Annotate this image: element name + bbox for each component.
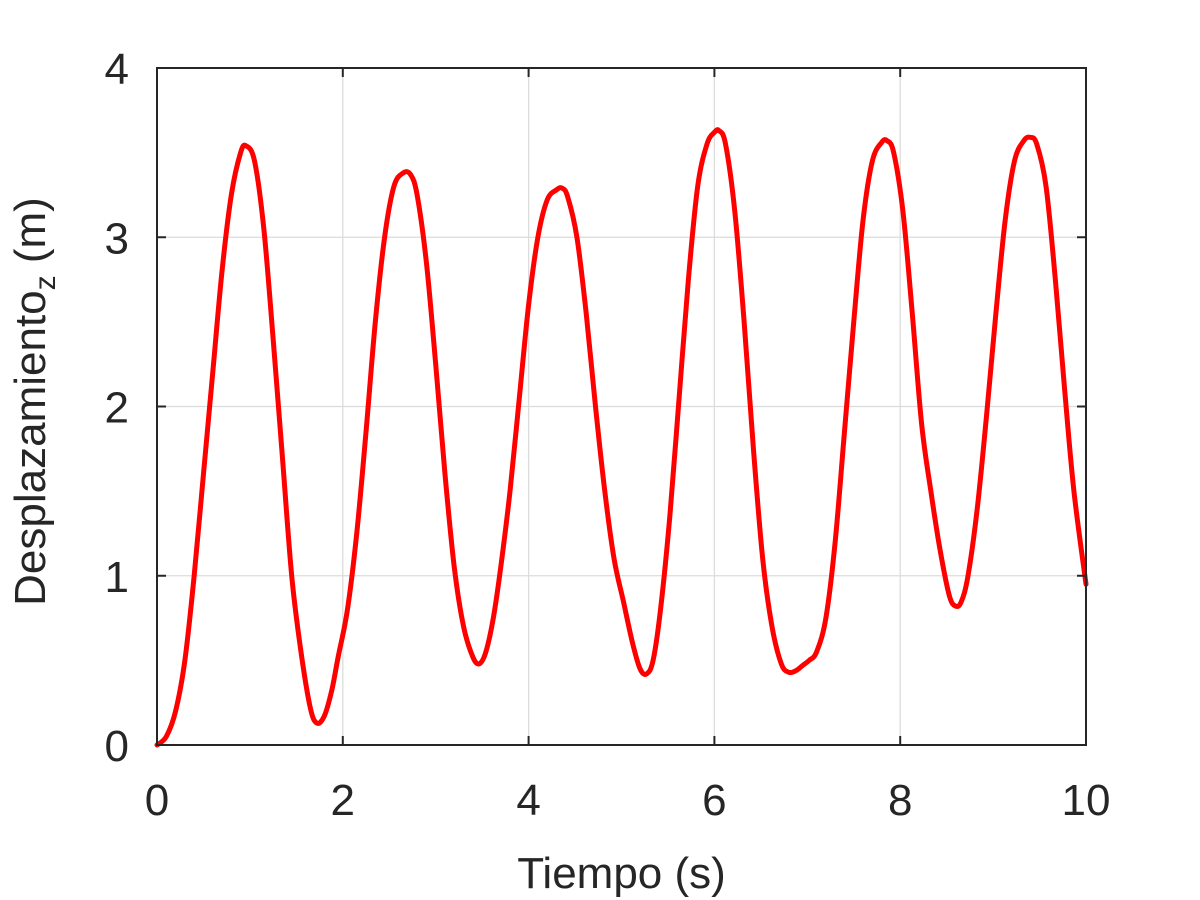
plot-series bbox=[154, 127, 1089, 748]
x-tick-label: 4 bbox=[516, 776, 540, 825]
series-line-0 bbox=[154, 127, 1089, 748]
axis-ticks bbox=[156, 67, 1087, 746]
y-tick-label: 2 bbox=[105, 384, 129, 433]
y-axis-title-unit: (m) bbox=[6, 197, 55, 275]
y-tick-label: 1 bbox=[105, 553, 129, 602]
x-tick-label: 2 bbox=[331, 776, 355, 825]
y-tick-label: 4 bbox=[105, 45, 129, 94]
x-tick-label: 6 bbox=[702, 776, 726, 825]
x-tick-label: 8 bbox=[888, 776, 912, 825]
tick-labels: 0 2 4 6 8 10 0 1 2 3 4 bbox=[105, 45, 1111, 825]
x-tick-label: 0 bbox=[145, 776, 169, 825]
grid-lines bbox=[157, 68, 1086, 745]
y-tick-label: 0 bbox=[105, 722, 129, 771]
y-axis-title: Desplazamientoz (m) bbox=[6, 197, 62, 606]
y-axis-title-subscript: z bbox=[29, 275, 62, 290]
x-axis-title: Tiempo (s) bbox=[517, 849, 726, 898]
y-axis-title-main: Desplazamiento bbox=[6, 290, 55, 606]
y-tick-label: 3 bbox=[105, 214, 129, 263]
x-tick-label: 10 bbox=[1062, 776, 1111, 825]
